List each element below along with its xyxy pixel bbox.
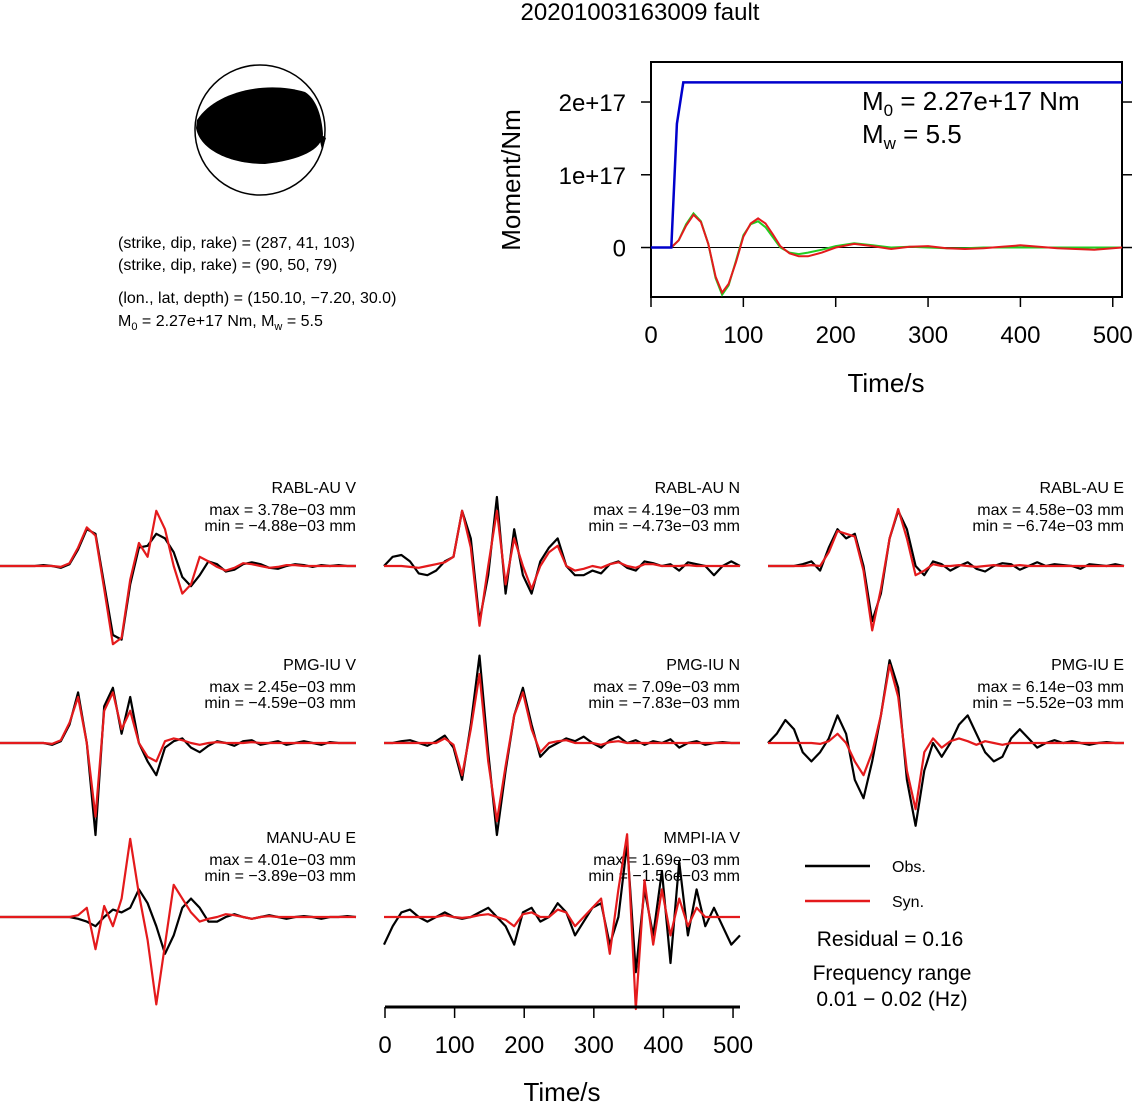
mechanism-line-3: (lon., lat, depth) = (150.10, −7.20, 30.… [118, 290, 396, 307]
waveform-max-label: max = 4.19e−03 mm [593, 502, 740, 519]
residual-text: Residual = 0.16 [817, 928, 964, 951]
moment-chart-ytick-label-1: 1e+17 [559, 163, 626, 190]
waveform-max-label: max = 1.69e−03 mm [593, 852, 740, 869]
waveform-syn-trace [0, 509, 356, 646]
waveform-station-label: PMG-IU N [666, 657, 740, 674]
moment-chart-ytick-label-2: 2e+17 [559, 90, 626, 117]
moment-chart-m0-annotation: M0 = 2.27e+17 Nm [862, 86, 1080, 120]
waveform-syn-trace [0, 691, 356, 818]
waveform-obs-trace [383, 842, 741, 974]
waveform-xtick-label-0: 0 [378, 1032, 391, 1059]
mechanism-line-1: (strike, dip, rake) = (287, 41, 103) [118, 235, 355, 252]
frequency-range-value: 0.01 − 0.02 (Hz) [816, 988, 967, 1011]
moment-chart-xtick-label-300: 300 [908, 322, 948, 349]
waveform-obs-trace [0, 888, 357, 955]
waveform-min-label: min = −6.74e−03 mm [972, 518, 1124, 535]
moment-chart-xlabel: Time/s [847, 368, 924, 398]
moment-chart-ylabel: Moment/Nm [496, 109, 526, 251]
waveform-min-label: min = −4.88e−03 mm [204, 518, 356, 535]
waveform-syn-trace [768, 507, 1124, 632]
waveform-max-label: max = 3.78e−03 mm [209, 502, 356, 519]
mechanism-parameters: (strike, dip, rake) = (287, 41, 103) (st… [118, 235, 396, 333]
waveform-station-label: MANU-AU E [266, 830, 356, 847]
waveform-station-label: PMG-IU V [283, 657, 356, 674]
beachball-compressional-quadrant [196, 87, 323, 164]
waveform-syn-trace [384, 509, 740, 627]
waveform-station-label: RABL-AU V [272, 480, 357, 497]
mechanism-magnitude-line: M0 = 2.27e+17 Nm, Mw = 5.5 [118, 313, 323, 333]
moment-chart-xtick-label-100: 100 [723, 322, 763, 349]
waveform-station-label: MMPI-IA V [664, 830, 741, 847]
frequency-range-label: Frequency range [813, 962, 972, 985]
waveform-station-label: RABL-AU E [1040, 480, 1124, 497]
moment-chart-xtick-label-400: 400 [1000, 322, 1040, 349]
moment-chart-series-stf_a [651, 213, 1123, 295]
waveform-min-label: min = −4.59e−03 mm [204, 695, 356, 712]
legend-obs-label: Obs. [892, 859, 926, 876]
moment-chart-xtick-label-0: 0 [644, 322, 657, 349]
legend-syn-label: Syn. [892, 894, 924, 911]
waveform-xtick-label-500: 500 [713, 1032, 753, 1059]
waveform-time-axis: 0 100 200 300 400 500 Time/s [378, 1005, 753, 1104]
moment-chart-ytick-label-0: 0 [613, 236, 626, 263]
waveform-max-label: max = 2.45e−03 mm [209, 679, 356, 696]
moment-chart-mw-annotation: Mw = 5.5 [862, 119, 962, 153]
waveform-min-label: min = −3.89e−03 mm [204, 868, 356, 885]
beachball [194, 64, 326, 196]
mechanism-line-2: (strike, dip, rake) = (90, 50, 79) [118, 257, 337, 274]
moment-chart-series-moment [651, 81, 1122, 249]
waveform-min-label: min = −7.83e−03 mm [588, 695, 740, 712]
waveform-min-label: min = −1.56e−03 mm [588, 868, 740, 885]
waveform-max-label: max = 4.01e−03 mm [209, 852, 356, 869]
waveform-min-label: min = −5.52e−03 mm [972, 695, 1124, 712]
moment-chart-xtick-label-200: 200 [816, 322, 856, 349]
waveform-max-label: max = 4.58e−03 mm [977, 502, 1124, 519]
figure-title: 20201003163009 fault [521, 0, 760, 26]
waveform-syn-trace [0, 837, 356, 1006]
waveform-syn-trace [384, 833, 740, 1011]
waveform-axis-label: Time/s [523, 1077, 600, 1104]
moment-chart: 0 100 200 300 400 500 0 1e+17 2e+17 Moment/Nm T… [496, 61, 1133, 398]
waveform-xtick-label-400: 400 [643, 1032, 683, 1059]
moment-chart-xtick-label-500: 500 [1093, 322, 1133, 349]
moment-chart-series-stf_b [651, 211, 1122, 297]
waveform-obs-trace [0, 528, 356, 641]
waveform-min-label: min = −4.73e−03 mm [588, 518, 740, 535]
waveform-syn-trace [768, 663, 1124, 811]
waveform-max-label: max = 7.09e−03 mm [593, 679, 740, 696]
waveform-xtick-label-200: 200 [504, 1032, 544, 1059]
waveform-xtick-label-300: 300 [574, 1032, 614, 1059]
waveform-station-label: PMG-IU E [1051, 657, 1124, 674]
moment-chart-frame [650, 61, 1123, 298]
waveform-syn-trace [384, 672, 740, 823]
waveform-station-label: RABL-AU N [655, 480, 740, 497]
waveform-max-label: max = 6.14e−03 mm [977, 679, 1124, 696]
waveform-legend: Obs. Syn. [805, 859, 926, 911]
waveform-xtick-label-100: 100 [435, 1032, 475, 1059]
